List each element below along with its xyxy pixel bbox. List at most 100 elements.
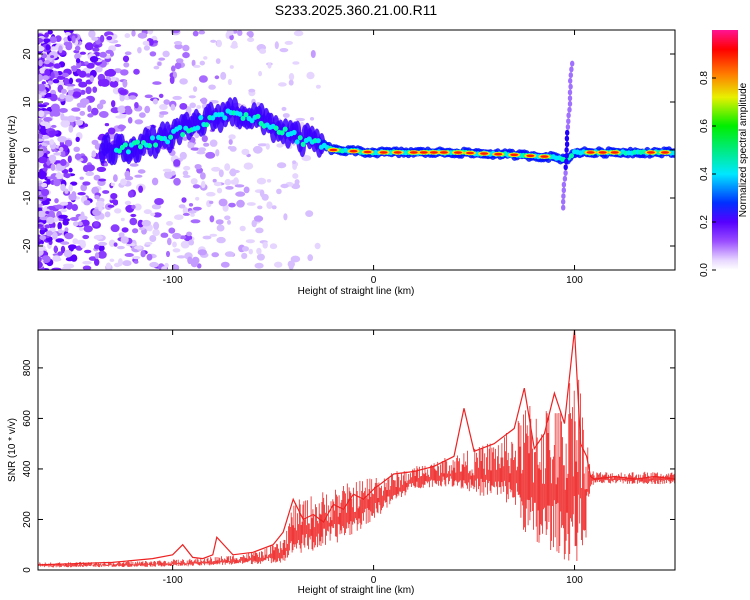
spectrogram-cell bbox=[176, 255, 186, 259]
spectrogram-cell bbox=[119, 95, 125, 102]
spectrogram-cell bbox=[41, 81, 46, 85]
spectrogram-cell bbox=[91, 107, 99, 116]
spectrogram-cell bbox=[187, 142, 195, 149]
spectrogram-burst bbox=[561, 193, 566, 200]
colorbar-ticks: 0.0 0.2 0.4 0.6 0.8 bbox=[699, 71, 716, 277]
spectrogram-cell bbox=[149, 51, 157, 57]
spectrogram-cell bbox=[86, 62, 95, 69]
spectrogram-cell bbox=[162, 50, 170, 58]
spectrogram-ridge-core bbox=[294, 139, 300, 145]
spectrogram-cell bbox=[53, 178, 61, 187]
snr-axes-ticks: -100 0 100 0 200 400 600 800 bbox=[22, 330, 675, 586]
spectrogram-cell bbox=[38, 200, 42, 205]
spectrogram-cell bbox=[159, 104, 168, 110]
spectrogram-cell bbox=[84, 249, 92, 254]
spectrogram-burst bbox=[570, 60, 575, 67]
spectrogram-hotspot bbox=[586, 151, 595, 154]
spectrogram-cell bbox=[123, 62, 130, 68]
spectrogram-cell bbox=[190, 259, 199, 268]
spectrogram-burst bbox=[565, 124, 571, 130]
spectrogram-cell bbox=[44, 94, 52, 98]
spectrogram-cell bbox=[183, 234, 193, 242]
spectrogram-cell bbox=[38, 73, 44, 82]
spectrogram-cell bbox=[68, 91, 74, 96]
spectrogram-cell bbox=[232, 30, 238, 34]
spectrogram-cell bbox=[58, 214, 68, 219]
spectrogram-cell bbox=[146, 253, 153, 261]
spectrogram-ridge-core bbox=[177, 124, 183, 131]
spectrogram-cell bbox=[77, 221, 83, 227]
spectrogram-cell bbox=[50, 71, 55, 80]
spectrogram-cell bbox=[94, 195, 100, 200]
spectrogram-cell bbox=[256, 177, 267, 185]
spectrogram-cell bbox=[127, 190, 134, 198]
spectrogram-cell bbox=[147, 30, 154, 35]
spectrogram-cell bbox=[104, 211, 111, 218]
spectrogram-hotspot bbox=[646, 151, 655, 154]
spectrogram-cell bbox=[45, 230, 53, 237]
spectrogram-cell bbox=[188, 239, 195, 246]
spectrogram-cell bbox=[199, 60, 205, 66]
spectrogram-cell bbox=[209, 200, 214, 204]
spectrogram-cell bbox=[53, 63, 62, 69]
spectrogram-cell bbox=[150, 212, 156, 217]
spectrogram-cell bbox=[55, 173, 64, 180]
spectrogram-cell bbox=[278, 82, 287, 87]
spectrogram-cell bbox=[266, 179, 272, 183]
spectrogram-cell bbox=[64, 94, 74, 102]
spectrogram-cell bbox=[109, 258, 115, 262]
spectrogram-cell bbox=[152, 81, 162, 85]
spectrogram-cell bbox=[182, 136, 188, 141]
spectrogram-cell bbox=[117, 124, 126, 130]
spectrogram-cell bbox=[92, 47, 100, 52]
spectrogram-cell bbox=[39, 235, 47, 241]
spectrogram-ridge-core bbox=[135, 139, 140, 145]
spectrogram-cell bbox=[216, 236, 226, 244]
spectrogram-cell bbox=[61, 88, 67, 94]
spectrogram-cell bbox=[43, 38, 51, 43]
spectrogram-cell bbox=[71, 204, 79, 211]
spectrogram-cell bbox=[55, 204, 65, 210]
snr-ytick-label: 0 bbox=[22, 567, 33, 573]
spectrogram-cell bbox=[229, 34, 234, 41]
spectrogram-cell bbox=[89, 56, 99, 63]
spectrogram-cell bbox=[274, 261, 283, 268]
spectrogram-cell bbox=[61, 266, 71, 270]
spectrogram-cell bbox=[243, 186, 250, 194]
spectrogram-cell bbox=[112, 200, 119, 206]
spectrogram-cell bbox=[74, 153, 82, 160]
spectrogram-cell bbox=[220, 261, 230, 268]
spectrogram-burst bbox=[566, 118, 571, 125]
spectrogram-cell bbox=[292, 173, 299, 179]
spectrogram-cell bbox=[168, 227, 176, 234]
spectrogram-cell bbox=[164, 170, 173, 179]
spectrogram-cell bbox=[152, 40, 159, 44]
spectrogram-cell bbox=[50, 55, 55, 59]
spectrogram-cell bbox=[152, 228, 160, 237]
spectrogram-cell bbox=[192, 206, 202, 211]
spectrogram-cell bbox=[44, 60, 50, 65]
spectrogram-cell bbox=[218, 169, 224, 178]
spectrogram-cell bbox=[50, 103, 60, 112]
spectrogram-xtick-label: -100 bbox=[163, 275, 183, 286]
spectrogram-cell bbox=[138, 185, 144, 193]
spectrogram-cell bbox=[73, 146, 80, 152]
spectrogram-cell bbox=[64, 232, 74, 240]
spectrogram-burst bbox=[567, 95, 573, 102]
spectrogram-cell bbox=[41, 182, 48, 188]
spectrogram-cell bbox=[84, 61, 89, 65]
colorbar-tick-label: 0.4 bbox=[699, 167, 710, 181]
spectrogram-cell bbox=[256, 247, 262, 255]
spectrogram-cell bbox=[267, 62, 272, 69]
spectrogram-cell bbox=[292, 61, 300, 65]
spectrogram-cell bbox=[279, 48, 289, 53]
spectrogram-cell bbox=[46, 216, 55, 225]
spectrogram-cell bbox=[257, 205, 263, 210]
spectrogram-cell bbox=[189, 102, 196, 109]
spectrogram-cell bbox=[234, 184, 245, 188]
spectrogram-cell bbox=[110, 224, 120, 233]
spectrogram-cell bbox=[172, 241, 177, 248]
spectrogram-ridge-core bbox=[195, 125, 201, 131]
spectrogram-cell bbox=[57, 222, 62, 230]
